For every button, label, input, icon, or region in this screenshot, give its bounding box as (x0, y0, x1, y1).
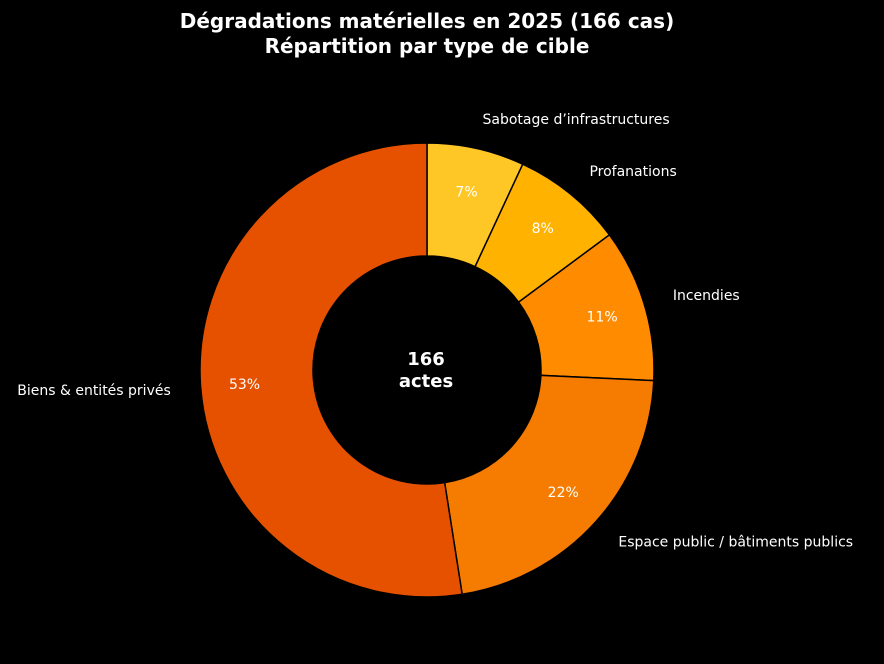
slice-espace-public-batiments-publics (443, 374, 655, 596)
chart-title: Dégradations matérielles en 2025 (166 ca… (180, 9, 674, 33)
percent-label-espace-public-batiments-publics: 22% (548, 485, 579, 501)
slices-group (199, 142, 655, 598)
category-label-biens-entites-prives: Biens & entités privés (17, 383, 171, 399)
center-count: 166 (407, 349, 445, 370)
percent-label-profanations: 8% (532, 221, 554, 237)
category-label-profanations: Profanations (589, 164, 676, 180)
center-unit: actes (399, 371, 453, 392)
category-label-espace-public-batiments-publics: Espace public / bâtiments publics (618, 535, 853, 551)
chart-subtitle: Répartition par type de cible (265, 34, 590, 58)
percent-label-incendies: 11% (587, 310, 618, 326)
percent-label-biens-entites-prives: 53% (229, 377, 260, 393)
category-labels-group: Sabotage d’infrastructures Profanations In… (17, 112, 853, 551)
category-label-sabotage-d-infrastructures: Sabotage d’infrastructures (483, 112, 670, 128)
slice-biens-entites-prives (199, 142, 464, 598)
percent-label-sabotage-d-infrastructures: 7% (455, 184, 477, 200)
category-label-incendies: Incendies (673, 288, 740, 304)
percent-labels-group: 7% 8% 11% 22% 53% (229, 184, 618, 501)
